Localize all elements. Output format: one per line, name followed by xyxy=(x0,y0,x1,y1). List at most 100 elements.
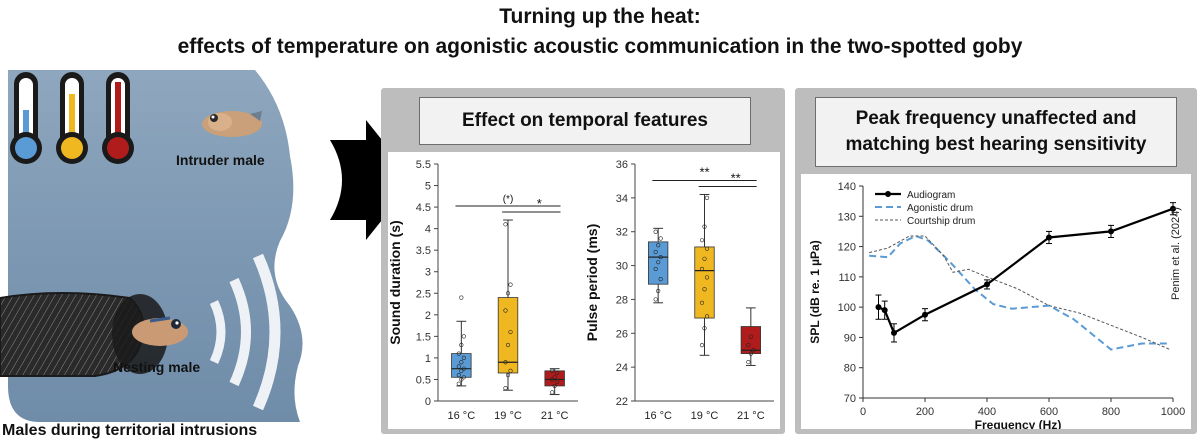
sound-duration-point xyxy=(461,355,466,361)
temporal-panel-header: Effect on temporal features xyxy=(419,97,751,145)
pulse-period-point xyxy=(704,246,710,251)
audiogram-y-tick-label: 140 xyxy=(838,181,856,193)
audiogram-point xyxy=(875,304,882,311)
pulse-period-point xyxy=(653,297,658,302)
pulse-period-box xyxy=(648,241,669,285)
pulse-period-y-tick-label: 22 xyxy=(616,396,628,408)
pulse-period-sig-label: ** xyxy=(699,164,709,179)
sound-duration-sig-label: * xyxy=(537,196,542,211)
sound-duration-point xyxy=(459,368,464,373)
sound-duration-point xyxy=(461,375,466,380)
sound-duration-box xyxy=(451,353,472,378)
sound-duration-box xyxy=(544,370,565,387)
audiogram-point xyxy=(881,307,888,314)
sound-duration-y-tick-label: 4.5 xyxy=(416,202,431,214)
sound-duration-point xyxy=(505,373,511,378)
pulse-period-point xyxy=(702,256,707,261)
pulse-period-y-tick-label: 36 xyxy=(616,159,628,171)
sound-duration-point xyxy=(503,222,508,227)
warm-thermometer-icon xyxy=(56,72,88,164)
pulse-period-point xyxy=(746,359,751,365)
frequency-chart-area: 70 80 90 100 110 120 130 140 0 200 400 600 800 1000 Fr… xyxy=(801,174,1191,432)
sound-duration-y-tick-label: 5 xyxy=(425,181,431,193)
audiogram-x-label: Frequency (Hz) xyxy=(975,418,1062,429)
pulse-period-y-tick-label: 30 xyxy=(616,261,628,273)
sound-duration-point xyxy=(550,368,555,373)
audiogram-x-tick-label: 400 xyxy=(978,406,996,418)
arrow-right-icon xyxy=(330,120,414,240)
audiogram-point xyxy=(984,281,990,288)
audiogram-x-tick-label: 600 xyxy=(1040,406,1058,418)
series-line-courtship-drum xyxy=(869,235,1171,350)
pulse-period-y-tick-label: 26 xyxy=(616,328,628,340)
sound-duration-y-tick-label: 5.5 xyxy=(416,159,431,171)
pulse-period-y-tick-label: 32 xyxy=(616,227,628,239)
audiogram-y-tick-label: 70 xyxy=(844,393,856,405)
pulse-period-point xyxy=(704,275,710,280)
credit-text: Penim et al. (2024) xyxy=(1170,207,1182,300)
cold-thermometer-icon xyxy=(10,72,42,164)
sound-duration-point xyxy=(555,379,560,384)
pulse-period-point xyxy=(699,266,705,272)
pulse-period-point xyxy=(699,238,705,243)
pulse-period-point xyxy=(653,266,658,272)
pulse-period-y-tick-label: 34 xyxy=(616,193,628,205)
sound-duration-point xyxy=(505,342,511,348)
audiogram-point xyxy=(1170,205,1176,212)
nesting-fish xyxy=(132,316,188,346)
sound-duration-sig-label: (*) xyxy=(503,194,514,205)
frequency-panel: Peak frequency unaffected and matching b… xyxy=(795,88,1197,434)
audiogram-y-tick-label: 110 xyxy=(838,272,856,284)
sound-duration-point xyxy=(461,334,466,339)
pulse-period-x-tick-label: 19 °C xyxy=(691,410,719,422)
pulse-period-point xyxy=(746,343,751,348)
pulse-period-point xyxy=(658,255,663,260)
hot-thermometer-icon xyxy=(102,72,134,164)
sound-duration-point xyxy=(456,381,461,386)
sound-duration-point xyxy=(456,351,461,356)
sound-duration-point xyxy=(459,360,464,365)
sound-duration-y-tick-label: 0 xyxy=(425,396,431,408)
sound-duration-point xyxy=(456,364,461,369)
sound-waves-icon xyxy=(209,253,281,411)
temporal-charts-area: 0 0.5 1 1.5 2 2.5 3 3.5 4 4.5 5 5.5 Sound duration (… xyxy=(387,152,780,429)
fish-scene-illustration xyxy=(0,70,303,422)
illustration-caption: Males during territorial intrusions xyxy=(2,422,258,439)
sound-duration-y-tick-label: 1.5 xyxy=(416,331,431,343)
pulse-period-point xyxy=(702,224,707,229)
sound-duration-point xyxy=(508,282,513,287)
audiogram-x-tick-label: 1000 xyxy=(1161,406,1185,418)
audiogram-point xyxy=(1108,228,1114,235)
sound-duration-y-tick-label: 1 xyxy=(425,353,431,365)
pulse-period-box xyxy=(694,246,715,319)
sound-duration-x-tick-label: 16 °C xyxy=(448,410,476,422)
audiogram-y-tick-label: 90 xyxy=(844,332,856,344)
figure-title: Turning up the heat: xyxy=(499,5,701,28)
audiogram-y-tick-label: 130 xyxy=(838,211,856,223)
audiogram-point xyxy=(922,311,928,318)
pulse-period-point xyxy=(748,351,753,356)
nesting-male-label: Nesting male xyxy=(113,359,201,375)
sound-duration-point xyxy=(459,377,464,382)
pulse-period-x-tick-label: 21 °C xyxy=(737,410,765,422)
sound-duration-y-tick-label: 2.5 xyxy=(416,288,431,300)
sound-duration-point xyxy=(461,366,466,371)
pulse-period-point xyxy=(699,300,705,305)
pulse-period-point xyxy=(653,249,658,255)
series-line-agonistic-drum xyxy=(869,234,1167,351)
pulse-period-point xyxy=(704,195,710,200)
sound-duration-point xyxy=(459,342,464,348)
sound-duration-point xyxy=(508,329,513,335)
sound-duration-outlier xyxy=(459,295,464,300)
pulse-period-point xyxy=(653,229,658,234)
sound-duration-point xyxy=(552,375,557,380)
pulse-period-point xyxy=(658,236,663,241)
pulse-period-point xyxy=(704,314,710,319)
sound-duration-box xyxy=(497,297,519,374)
pulse-period-y-tick-label: 24 xyxy=(616,362,628,374)
sound-duration-point xyxy=(508,368,513,373)
sound-duration-x-tick-label: 21 °C xyxy=(541,410,569,422)
frequency-panel-header: Peak frequency unaffected and matching b… xyxy=(815,97,1177,167)
legend-label: Courtship drum xyxy=(907,216,975,227)
audiogram-x-tick-label: 0 xyxy=(860,406,866,418)
